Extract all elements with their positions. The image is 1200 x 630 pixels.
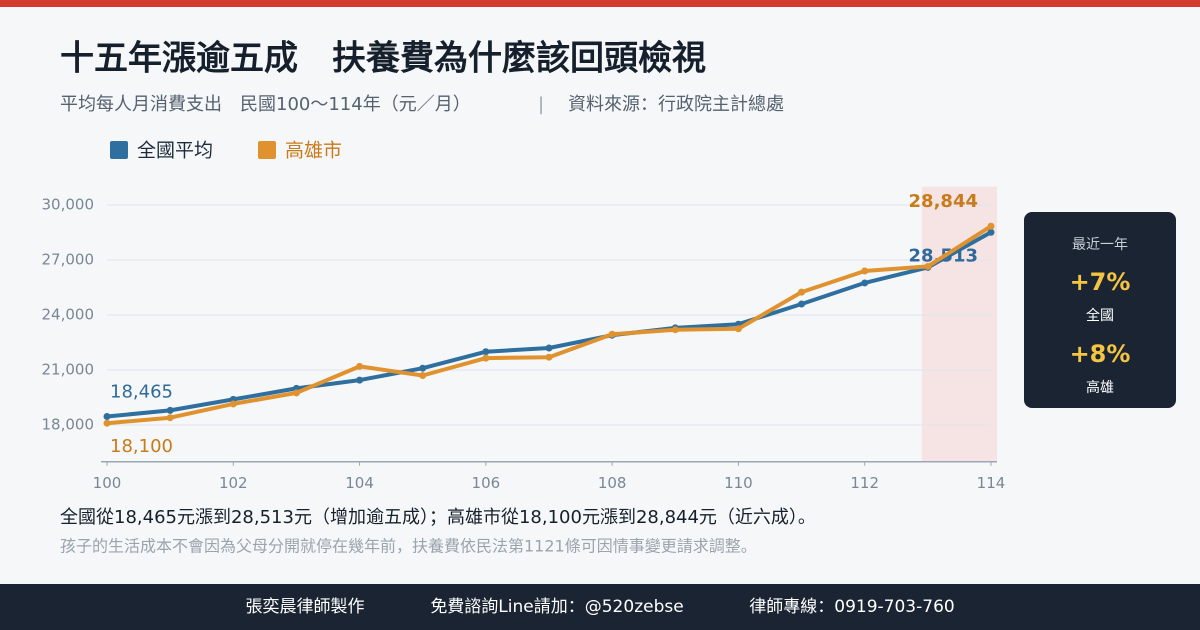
footer-text: 張奕晨律師製作: [246, 597, 365, 617]
data-point: [356, 376, 364, 384]
data-point: [229, 400, 237, 408]
data-point: [734, 325, 742, 333]
x-tick-label: 108: [598, 474, 627, 492]
side-panel: [1024, 212, 1176, 408]
series-line: [106, 224, 993, 426]
divider: |: [538, 94, 544, 115]
legend-label: 全國平均: [137, 140, 213, 162]
data-point: [419, 364, 427, 372]
panel-value: +7%: [1070, 268, 1131, 296]
panel-heading: 最近一年: [1072, 237, 1128, 253]
y-tick-label: 27,000: [42, 251, 95, 269]
data-point: [356, 362, 364, 370]
panel-value: +8%: [1070, 340, 1131, 368]
y-tick-label: 24,000: [42, 306, 95, 324]
x-tick-label: 104: [345, 474, 374, 492]
y-tick-label: 21,000: [42, 361, 95, 379]
legend-label: 高雄市: [285, 140, 342, 162]
data-point: [166, 414, 174, 422]
data-point: [987, 222, 995, 230]
footer-text: 律師專線：0919-703-760: [749, 597, 954, 617]
footer-bar: [0, 584, 1200, 630]
x-tick-label: 102: [219, 474, 248, 492]
data-point: [671, 326, 679, 334]
summary: 全國從18,465元漲到28,513元（增加逾五成）；高雄市從18,100元漲到…: [60, 507, 816, 528]
x-tick-label: 114: [977, 474, 1006, 492]
data-point: [545, 353, 553, 361]
source: 資料來源：行政院主計總處: [568, 94, 784, 115]
subtitle: 平均每人月消費支出 民國100～114年（元／月）: [60, 94, 471, 115]
x-tick-label: 110: [724, 474, 753, 492]
data-point: [103, 419, 111, 427]
x-tick-label: 106: [472, 474, 501, 492]
legend-swatch: [258, 141, 276, 159]
data-point: [798, 300, 806, 308]
data-point: [166, 406, 174, 414]
panel-label: 高雄: [1086, 379, 1114, 396]
y-tick-label: 18,000: [42, 416, 95, 434]
x-tick-label: 100: [93, 474, 122, 492]
data-label: 18,465: [110, 382, 173, 403]
footer-text: 免費諮詢Line請加：@520zebse: [430, 597, 683, 617]
data-point: [798, 288, 806, 296]
data-point: [545, 344, 553, 352]
data-point: [861, 267, 869, 275]
data-point: [419, 372, 427, 380]
panel-label: 全國: [1086, 307, 1114, 324]
data-point: [482, 348, 490, 356]
data-point: [608, 330, 616, 338]
title: 十五年漲逾五成 扶養費為什麼該回頭檢視: [60, 39, 706, 79]
note: 孩子的生活成本不會因為父母分開就停在幾年前，扶養費依民法第1121條可因情事變更…: [60, 537, 757, 556]
data-label: 28,844: [909, 191, 978, 212]
data-point: [987, 228, 995, 236]
x-tick-label: 112: [850, 474, 879, 492]
data-point: [482, 354, 490, 362]
legend-swatch: [110, 141, 128, 159]
data-point: [861, 279, 869, 287]
data-label: 18,100: [110, 436, 173, 457]
data-point: [292, 389, 300, 397]
top-bar: [0, 0, 1200, 7]
data-point: [103, 413, 111, 421]
data-point: [924, 262, 932, 270]
y-tick-label: 30,000: [42, 196, 95, 214]
